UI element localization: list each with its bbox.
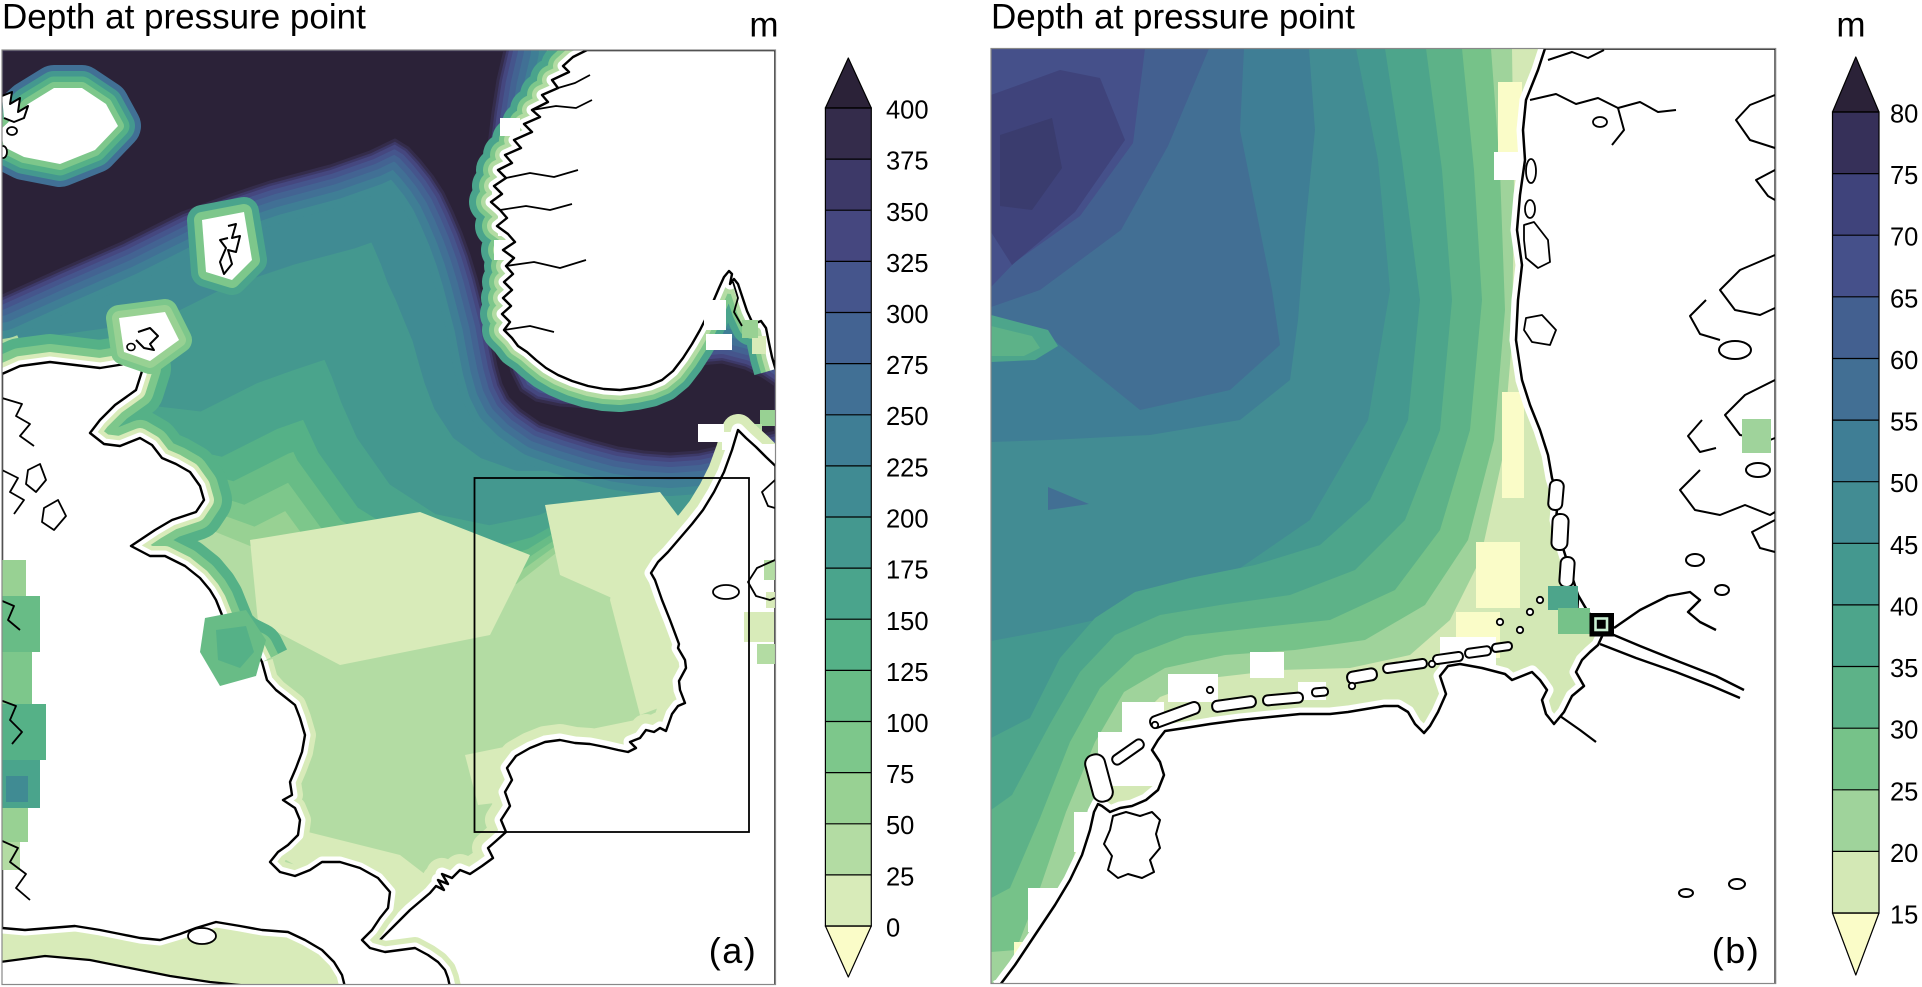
svg-text:40: 40 <box>1890 593 1918 621</box>
svg-text:35: 35 <box>1890 655 1918 683</box>
svg-text:250: 250 <box>886 403 929 431</box>
svg-text:300: 300 <box>886 301 929 329</box>
svg-text:75: 75 <box>886 761 914 789</box>
svg-text:60: 60 <box>1890 347 1918 375</box>
svg-text:70: 70 <box>1890 224 1918 252</box>
svg-text:125: 125 <box>886 659 929 687</box>
svg-text:15: 15 <box>1890 902 1918 930</box>
svg-text:100: 100 <box>886 710 929 738</box>
svg-text:25: 25 <box>886 863 914 891</box>
svg-text:175: 175 <box>886 557 929 585</box>
svg-text:350: 350 <box>886 199 929 227</box>
svg-text:m: m <box>749 6 778 45</box>
svg-text:275: 275 <box>886 352 929 380</box>
svg-text:80: 80 <box>1890 101 1918 129</box>
svg-text:(b): (b) <box>1712 930 1761 971</box>
svg-text:65: 65 <box>1890 285 1918 313</box>
svg-text:375: 375 <box>886 148 929 176</box>
svg-text:30: 30 <box>1890 717 1918 745</box>
svg-text:25: 25 <box>1890 778 1918 806</box>
svg-text:m: m <box>1836 6 1865 45</box>
svg-text:50: 50 <box>1890 470 1918 498</box>
svg-text:20: 20 <box>1890 840 1918 868</box>
svg-text:(a): (a) <box>709 930 758 971</box>
svg-text:325: 325 <box>886 250 929 278</box>
svg-text:0: 0 <box>886 915 900 943</box>
svg-text:55: 55 <box>1890 409 1918 437</box>
svg-text:75: 75 <box>1890 162 1918 190</box>
svg-text:150: 150 <box>886 608 929 636</box>
svg-text:200: 200 <box>886 506 929 534</box>
svg-text:Depth at pressure point: Depth at pressure point <box>2 0 366 37</box>
svg-text:45: 45 <box>1890 532 1918 560</box>
svg-text:Depth at pressure point: Depth at pressure point <box>991 0 1355 37</box>
svg-text:50: 50 <box>886 812 914 840</box>
svg-text:225: 225 <box>886 454 929 482</box>
svg-text:400: 400 <box>886 97 929 125</box>
